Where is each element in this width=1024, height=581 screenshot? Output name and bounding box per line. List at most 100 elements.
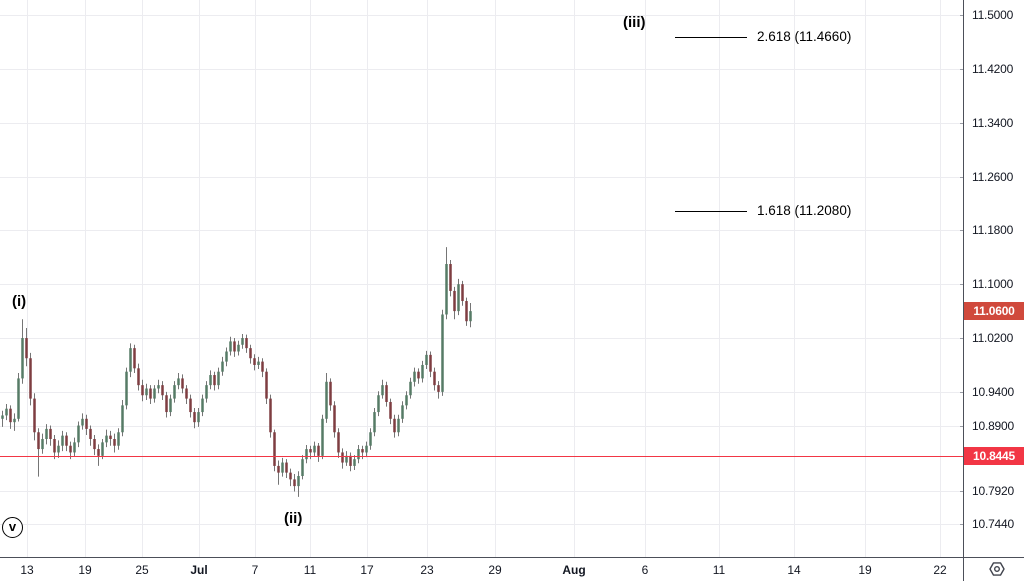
price-tick-label: 11.3400 [972,115,1014,130]
axis-corner [964,558,1024,581]
candle-up [365,445,368,453]
candle-down [9,408,12,423]
candle-down [461,284,464,302]
time-tick-label: 19 [858,563,872,577]
price-tick-label: 10.7920 [972,484,1014,499]
candle-up [401,405,404,419]
time-tick-label: 17 [360,563,374,577]
candle-down [53,438,56,453]
candle-down [341,452,344,463]
candle-down [333,405,336,433]
candle-down [385,385,388,402]
candle-down [429,354,432,372]
fib-line-1618[interactable] [675,211,747,212]
candle-down [137,368,140,386]
candle-down [85,418,88,429]
candle-up [5,408,8,416]
candle-down [437,385,440,392]
candle-down [245,338,248,349]
candle-down [269,398,272,433]
candle-up [413,371,416,382]
time-tick-label: 14 [787,563,801,577]
candle-down [433,371,436,386]
candle-up [77,425,80,443]
price-axis-separator [963,0,964,581]
scale-settings-hex-icon[interactable] [987,559,1007,579]
candle-up [377,395,380,413]
time-tick-label: 29 [488,563,502,577]
candle-up [257,361,260,365]
candle-down [185,388,188,399]
candle-up [353,459,356,466]
candle-up [45,428,48,439]
wave-label-v-circled[interactable]: v [2,517,23,538]
time-tick-label: 19 [78,563,92,577]
candle-down [253,358,256,365]
wave-label-iii[interactable]: (iii) [623,14,646,31]
candle-up [129,348,132,372]
candle-up [169,398,172,413]
time-tick-label: 13 [20,563,34,577]
candle-up [145,388,148,396]
candle-up [121,405,124,433]
candle-up [13,418,16,423]
time-tick-label: 11 [303,563,317,577]
candle-up [445,264,448,315]
candle-up [153,388,156,399]
wave-label-ii[interactable]: (ii) [284,510,303,527]
time-tick-label: 25 [135,563,149,577]
candle-down [265,371,268,399]
candle-down [213,375,216,386]
candle-up [357,449,360,460]
time-axis[interactable]: 13 19 25 Jul 7 11 17 23 29 Aug 6 11 14 19 22 [0,558,963,581]
candle-down [349,455,352,466]
fib-label-2618[interactable]: 2.618 (11.4660) [757,29,852,44]
candle-up [125,371,128,406]
candle-down [25,338,28,359]
candle-up [321,418,324,456]
candle-up [205,385,208,399]
time-tick-label: Jul [190,563,208,577]
candle-up [173,385,176,399]
candle-up [425,354,428,365]
price-tick-label: 11.4200 [972,61,1014,76]
price-axis[interactable]: 11.0600 10.8445 11.5000 11.4200 11.3400 11.… [964,0,1024,557]
candle-up [209,375,212,386]
candle-down [193,412,196,423]
candle-up [441,314,444,392]
wave-label-i[interactable]: (i) [12,293,27,310]
price-tick-label: 10.9400 [972,384,1014,399]
candle-up [105,435,108,443]
candle-down [361,449,364,453]
candle-down [337,432,340,453]
time-tick-label: 11 [712,563,726,577]
candle-down [285,462,288,473]
candle-up [237,344,240,352]
candle-down [133,348,136,369]
candle-up [225,351,228,362]
candle-up [373,412,376,433]
candle-up [57,445,60,453]
fib-label-1618[interactable]: 1.618 (11.2080) [757,203,852,218]
time-tick-label: Aug [562,563,586,577]
candle-down [149,388,152,399]
candle-down [89,428,92,439]
fib-line-2618[interactable] [675,37,747,38]
candle-down [113,438,116,446]
candle-up [305,449,308,460]
time-tick-label: 7 [251,563,259,577]
candle-down [65,435,68,446]
chart-pane[interactable] [0,0,964,557]
candle-down [165,395,168,413]
candle-up [217,371,220,386]
candle-up [409,381,412,396]
time-axis-separator [0,557,1024,558]
candle-up [469,311,472,322]
candle-down [93,438,96,450]
price-tick-label: 10.7440 [972,516,1014,531]
candle-up [281,462,284,473]
candle-up [221,361,224,372]
candlestick-chart [0,0,964,557]
time-tick-label: 6 [641,563,649,577]
